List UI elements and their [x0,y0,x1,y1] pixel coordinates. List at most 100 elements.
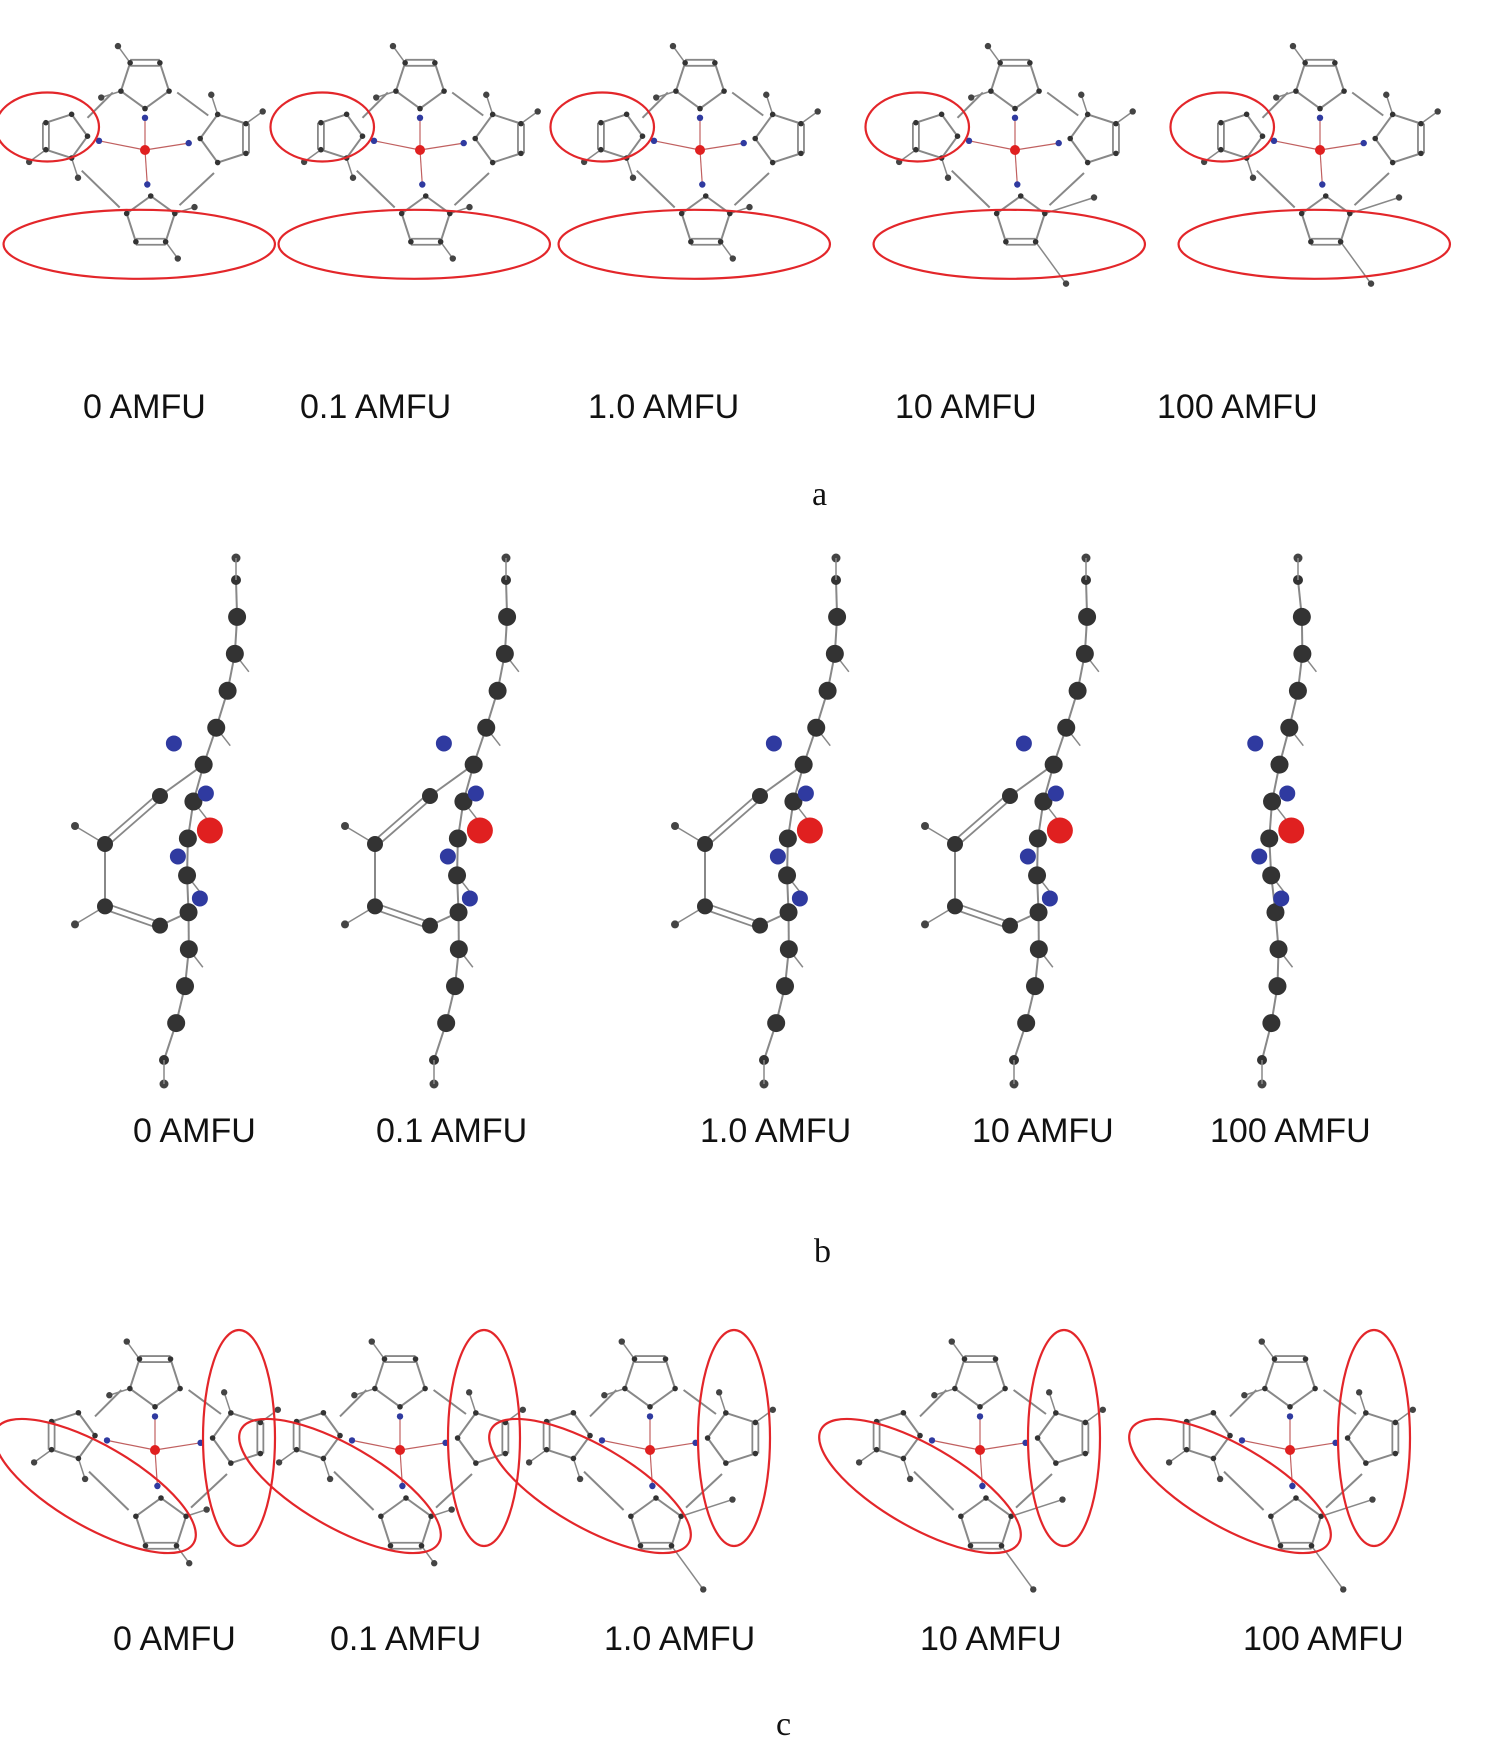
carbon-atom [218,681,237,700]
bond [636,169,676,209]
c-h-bond [940,157,949,178]
bond [959,1515,972,1547]
carbon-atom [1210,1409,1217,1416]
hydrogen-atom [618,1338,625,1345]
carbon-atom [152,1404,158,1410]
carbon-atom [958,1513,964,1520]
bond [1310,1515,1323,1547]
carbon-atom [967,1542,974,1549]
metal-n-bond [968,140,1016,151]
carbon-atom [488,681,507,700]
carbon-atom [448,866,467,885]
carbon-atom [166,88,172,94]
carbon-atom [142,105,148,112]
carbon-atom [75,1409,82,1416]
bond [1256,169,1296,209]
c-h-bond [210,94,219,115]
hydrogen-atom [114,42,122,50]
hydrogen-atom [601,1392,608,1399]
metal-atom [395,1445,405,1455]
bond [1245,135,1264,159]
bond [1261,91,1289,119]
hydrogen-atom [389,42,397,50]
hydrogen-atom [123,1338,130,1345]
bond [374,1387,401,1408]
carbon-atom [1028,866,1047,885]
c-h-bond [440,241,454,259]
nitrogen-atom [699,181,706,188]
carbon-atom [184,792,203,811]
c-h-bond [117,45,131,64]
metal-atom [1285,1445,1295,1455]
bond [119,62,132,92]
panel-a-molecule [549,42,832,280]
hydrogen-atom [275,1459,283,1466]
double-bond [705,902,762,924]
bond [1392,152,1422,164]
bond [1223,1470,1265,1511]
carbon-atom [1227,1432,1233,1439]
hydrogen-atom [71,822,79,830]
carbon-atom [123,210,130,217]
c-h-bond [672,45,686,64]
panel-a-molecule [0,42,277,280]
c-h-bond [1212,1458,1221,1480]
hydrogen-atom [671,920,679,929]
metal-atom [466,817,493,844]
bond [399,1387,426,1408]
bond [169,1358,182,1389]
bond [731,91,764,117]
bond [1294,62,1307,92]
c-h-bond [1048,1392,1057,1414]
carbon-atom [769,159,776,166]
metal-n-bond [1014,142,1059,151]
hydrogen-atom [729,255,736,262]
nitrogen-atom [1047,785,1064,802]
carbon-atom [152,788,168,804]
carbon-atom [48,1446,55,1453]
c-h-bond [485,94,494,115]
carbon-atom [917,1432,923,1439]
bond [1186,1448,1214,1460]
carbon-atom [1012,105,1018,112]
carbon-atom [1053,1410,1059,1416]
carbon-atom [449,903,468,922]
panel-a-label-2: 0.1 AMFU [300,388,451,426]
carbon-atom [798,150,804,157]
carbon-atom [1262,1385,1268,1392]
carbon-atom [1027,60,1033,66]
carbon-atom [825,644,844,663]
highlight-ellipse [277,208,552,280]
c-h-bond [1310,1545,1344,1590]
double-bond [955,902,1012,924]
c-h-bond [720,241,734,259]
carbon-atom [432,60,438,66]
hydrogen-atom [81,1475,89,1483]
nitrogen-atom [460,139,467,147]
c-h-bond [1385,94,1394,115]
carbon-atom [448,829,467,848]
nitrogen-atom [598,1437,606,1444]
bond [641,91,669,119]
carbon-atom [672,1385,678,1392]
carbon-atom [378,1513,384,1520]
bond [1264,1387,1291,1408]
carbon-atom [1002,788,1018,804]
carbon-atom [1218,146,1224,153]
highlight-ellipse [238,1417,442,1555]
carbon-atom [947,898,963,915]
metal-n-bond [699,149,703,185]
carbon-atom [1363,1410,1369,1416]
c-h-bond [174,206,195,215]
nitrogen-atom [646,1413,654,1420]
carbon-atom [228,1460,234,1466]
panel-c-molecule [238,1328,527,1567]
highlight-ellipse [872,208,1147,280]
carbon-atom [1302,1356,1309,1362]
double-bond [102,793,159,843]
carbon-atom [873,1446,880,1453]
nitrogen-atom [435,735,452,752]
panel-a-label-4: 10 AMFU [895,388,1037,426]
bond [589,1389,618,1418]
hydrogen-atom [948,1338,955,1345]
